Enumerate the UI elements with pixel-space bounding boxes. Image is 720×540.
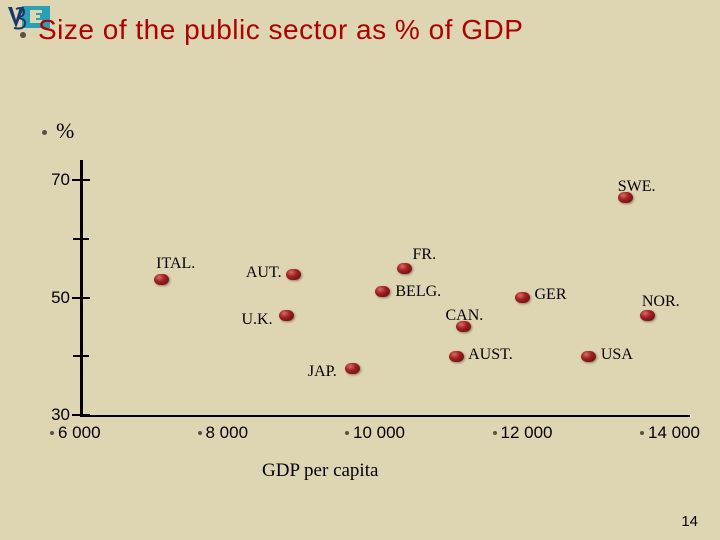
data-point bbox=[515, 292, 530, 303]
x-tick-label: 6 000 bbox=[50, 423, 101, 443]
data-point-label: AUT. bbox=[246, 264, 282, 282]
data-point-label: ITAL. bbox=[156, 255, 195, 273]
y-tick-label: 50 bbox=[40, 288, 70, 308]
data-point bbox=[581, 351, 596, 362]
data-point-label: SWE. bbox=[618, 178, 656, 196]
data-point-label: AUST. bbox=[468, 346, 513, 364]
page-number: 14 bbox=[681, 513, 698, 530]
data-point bbox=[397, 263, 412, 274]
y-minor-tick-mark bbox=[73, 355, 89, 357]
x-tick-label: 14 000 bbox=[640, 423, 700, 443]
data-point-label: BELG. bbox=[395, 283, 441, 301]
x-tick-label: 8 000 bbox=[198, 423, 249, 443]
x-tick-bullet-icon bbox=[345, 431, 349, 435]
y-axis-symbol: % bbox=[56, 118, 74, 144]
data-point bbox=[286, 269, 301, 280]
x-tick-bullet-icon bbox=[50, 431, 54, 435]
x-tick-text: 14 000 bbox=[648, 423, 700, 442]
y-tick-mark bbox=[72, 414, 90, 416]
y-tick-label: 30 bbox=[40, 405, 70, 425]
data-point bbox=[449, 351, 464, 362]
x-tick-text: 12 000 bbox=[501, 423, 553, 442]
data-point bbox=[279, 310, 294, 321]
y-tick-mark bbox=[72, 179, 90, 181]
x-tick-bullet-icon bbox=[493, 431, 497, 435]
data-point bbox=[640, 310, 655, 321]
data-point-label: JAP. bbox=[308, 363, 337, 381]
y-symbol-bullet-icon bbox=[42, 130, 47, 135]
x-tick-text: 6 000 bbox=[58, 423, 101, 442]
x-axis-label: GDP per capita bbox=[262, 460, 378, 482]
data-point-label: NOR. bbox=[642, 293, 680, 311]
data-point-label: U.K. bbox=[242, 311, 273, 329]
data-point bbox=[345, 363, 360, 374]
x-tick-label: 10 000 bbox=[345, 423, 405, 443]
x-tick-bullet-icon bbox=[640, 431, 644, 435]
title-bullet-icon bbox=[20, 32, 26, 38]
data-point-label: GER bbox=[535, 286, 567, 304]
x-tick-text: 10 000 bbox=[353, 423, 405, 442]
x-tick-bullet-icon bbox=[198, 431, 202, 435]
y-tick-mark bbox=[72, 297, 90, 299]
data-point-label: FR. bbox=[413, 246, 437, 264]
data-point bbox=[375, 286, 390, 297]
y-axis-line bbox=[80, 160, 83, 415]
data-point-label: CAN. bbox=[446, 307, 484, 325]
scatter-chart: 7050306 0008 00010 00012 00014 000SWE.IT… bbox=[80, 180, 670, 415]
data-point bbox=[154, 274, 169, 285]
y-minor-tick-mark bbox=[73, 238, 89, 240]
x-tick-label: 12 000 bbox=[493, 423, 553, 443]
slide: Size of the public sector as % of GDP % … bbox=[0, 0, 720, 540]
x-tick-text: 8 000 bbox=[206, 423, 249, 442]
x-axis-line bbox=[80, 415, 690, 417]
data-point-label: USA bbox=[601, 346, 633, 364]
slide-title: Size of the public sector as % of GDP bbox=[38, 14, 523, 46]
y-tick-label: 70 bbox=[40, 170, 70, 190]
